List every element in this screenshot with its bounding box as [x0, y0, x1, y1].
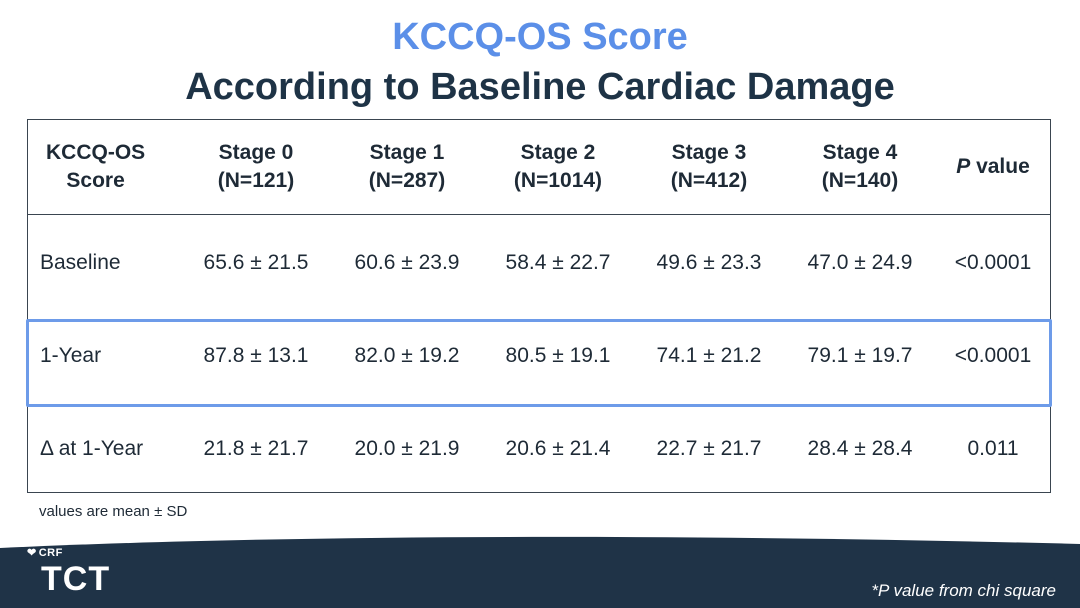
header-divider: [28, 214, 1050, 215]
table-cell: 20.6 ± 21.4: [505, 437, 611, 460]
row-label: Baseline: [40, 251, 121, 274]
slide-subtitle: According to Baseline Cardiac Damage: [185, 66, 895, 108]
table-cell: 80.5 ± 19.1: [505, 344, 611, 367]
footnote-p-value: *P value from chi square: [871, 581, 1056, 600]
row-label: 1-Year: [40, 344, 102, 367]
header-cell-stage-4: Stage 4 (N=140): [821, 141, 899, 192]
table-cell: 20.0 ± 21.9: [354, 437, 460, 460]
tct-wordmark: TCT: [41, 560, 111, 598]
row-label: Δ at 1-Year: [40, 437, 144, 460]
table-cell: 60.6 ± 23.9: [354, 251, 460, 274]
footnote-sd: values are mean ± SD: [39, 503, 188, 520]
slide-title: KCCQ-OS Score: [392, 16, 688, 58]
footer-band: [0, 536, 1080, 608]
footer-wave: [0, 536, 1080, 608]
table-cell: 74.1 ± 21.2: [656, 344, 762, 367]
p-value-cell: <0.0001: [954, 251, 1032, 274]
crf-logo: ❤ CRF: [27, 547, 63, 559]
row-highlight-box: [26, 319, 1052, 407]
header-cell-p-value: P value: [956, 155, 1030, 178]
results-table: KCCQ-OS Score Stage 0 (N=121) Stage 1 (N=28…: [26, 119, 1052, 494]
p-value-cell: <0.0001: [954, 344, 1032, 367]
table-header-row: KCCQ-OS Score Stage 0 (N=121) Stage 1 (N=28…: [28, 120, 1050, 214]
table-cell: 28.4 ± 28.4: [807, 437, 913, 460]
table-row: Δ at 1-Year 21.8 ± 21.7 20.0 ± 21.9 20.6…: [28, 404, 1050, 494]
table-row: Baseline 65.6 ± 21.5 60.6 ± 23.9 58.4 ± …: [28, 215, 1050, 311]
table-row-highlighted: 1-Year 87.8 ± 13.1 82.0 ± 19.2 80.5 ± 19…: [28, 311, 1050, 401]
header-cell-score: KCCQ-OS Score: [46, 141, 146, 192]
table-cell: 87.8 ± 13.1: [203, 344, 309, 367]
table-cell: 47.0 ± 24.9: [807, 251, 913, 274]
table-cell: 58.4 ± 22.7: [505, 251, 611, 274]
header-cell-stage-1: Stage 1 (N=287): [368, 141, 446, 192]
table-cell: 22.7 ± 21.7: [656, 437, 762, 460]
table-cell: 79.1 ± 19.7: [807, 344, 913, 367]
table-cell: 49.6 ± 23.3: [656, 251, 762, 274]
table-cell: 82.0 ± 19.2: [354, 344, 460, 367]
header-cell-stage-2: Stage 2 (N=1014): [513, 141, 603, 192]
table-cell: 21.8 ± 21.7: [203, 437, 309, 460]
heart-icon: ❤: [27, 547, 37, 559]
table-cell: 65.6 ± 21.5: [203, 251, 309, 274]
p-value-cell: 0.011: [967, 437, 1019, 460]
header-cell-stage-3: Stage 3 (N=412): [670, 141, 748, 192]
header-cell-stage-0: Stage 0 (N=121): [217, 141, 295, 192]
